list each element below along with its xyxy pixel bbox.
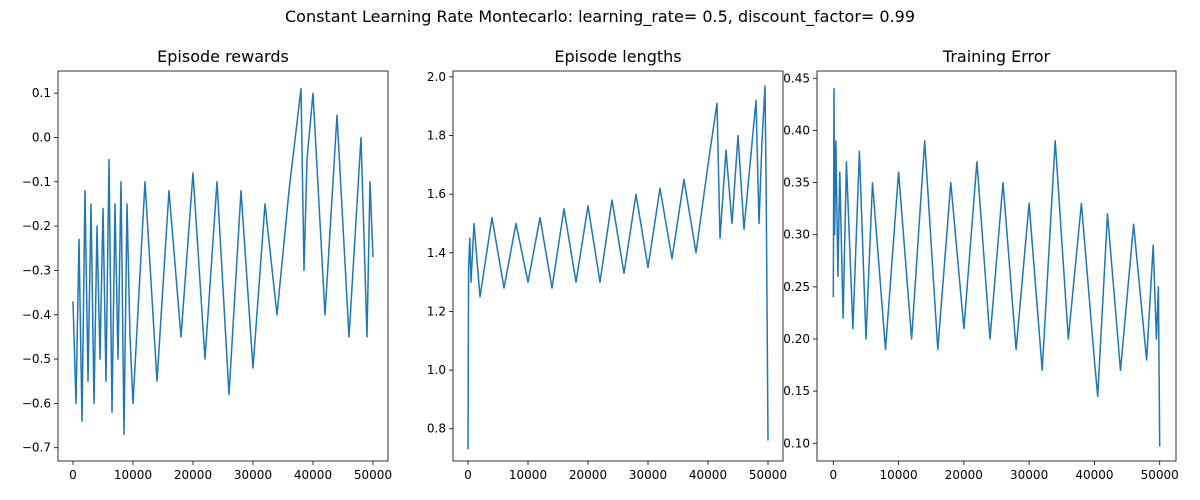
x-tick-label: 40000 <box>689 468 727 482</box>
y-tick-label: 0.10 <box>783 436 810 450</box>
x-tick-label: 30000 <box>1010 468 1048 482</box>
y-tick-label: 0.40 <box>783 123 810 137</box>
y-tick-label: 0.0 <box>32 130 51 144</box>
x-tick-label: 0 <box>464 468 472 482</box>
axes-frame-2 <box>452 70 784 462</box>
y-tick-label: 0.1 <box>32 86 51 100</box>
y-tick-label: −0.4 <box>22 308 51 322</box>
y-tick-label: 1.0 <box>427 363 446 377</box>
y-tick-label: 0.8 <box>427 422 446 436</box>
axes-title-1: Episode rewards <box>157 47 289 66</box>
y-tick-label: 0.20 <box>783 332 810 346</box>
series-line-1-1 <box>72 87 374 436</box>
x-tick-label: 10000 <box>114 468 152 482</box>
y-tick-label: 0.45 <box>783 71 810 85</box>
y-tick-label: 2.0 <box>427 70 446 84</box>
y-tick-label: 0.35 <box>783 176 810 190</box>
x-tick-label: 10000 <box>879 468 917 482</box>
x-tick-label: 20000 <box>569 468 607 482</box>
axes-title-2: Episode lengths <box>554 47 681 66</box>
y-tick-label: 1.6 <box>427 187 446 201</box>
x-tick-label: 0 <box>69 468 77 482</box>
x-tick-label: 30000 <box>234 468 272 482</box>
x-tick-label: 50000 <box>749 468 787 482</box>
axes-frame-1 <box>57 70 389 462</box>
series-line-3-1 <box>832 87 1161 447</box>
x-tick-label: 0 <box>829 468 837 482</box>
y-tick-label: −0.3 <box>22 263 51 277</box>
figure-suptitle: Constant Learning Rate Montecarlo: learn… <box>284 7 916 26</box>
y-tick-label: 0.30 <box>783 228 810 242</box>
x-tick-label: 30000 <box>629 468 667 482</box>
x-tick-label: 50000 <box>1141 468 1179 482</box>
series-line-2-1 <box>467 84 769 450</box>
x-tick-label: 20000 <box>174 468 212 482</box>
y-tick-label: 1.2 <box>427 304 446 318</box>
y-tick-label: −0.2 <box>22 219 51 233</box>
x-tick-label: 10000 <box>509 468 547 482</box>
y-tick-label: −0.5 <box>22 352 51 366</box>
axes-frame-3 <box>816 70 1177 462</box>
x-tick-label: 40000 <box>294 468 332 482</box>
y-tick-label: 1.4 <box>427 246 446 260</box>
x-tick-label: 50000 <box>354 468 392 482</box>
y-tick-label: 0.15 <box>783 384 810 398</box>
x-tick-label: 40000 <box>1075 468 1113 482</box>
y-tick-label: 0.25 <box>783 280 810 294</box>
x-tick-label: 20000 <box>945 468 983 482</box>
y-tick-label: 1.8 <box>427 129 446 143</box>
y-tick-label: −0.1 <box>22 175 51 189</box>
axes-title-3: Training Error <box>942 47 1051 66</box>
y-tick-label: −0.7 <box>22 441 51 455</box>
y-tick-label: −0.6 <box>22 396 51 410</box>
